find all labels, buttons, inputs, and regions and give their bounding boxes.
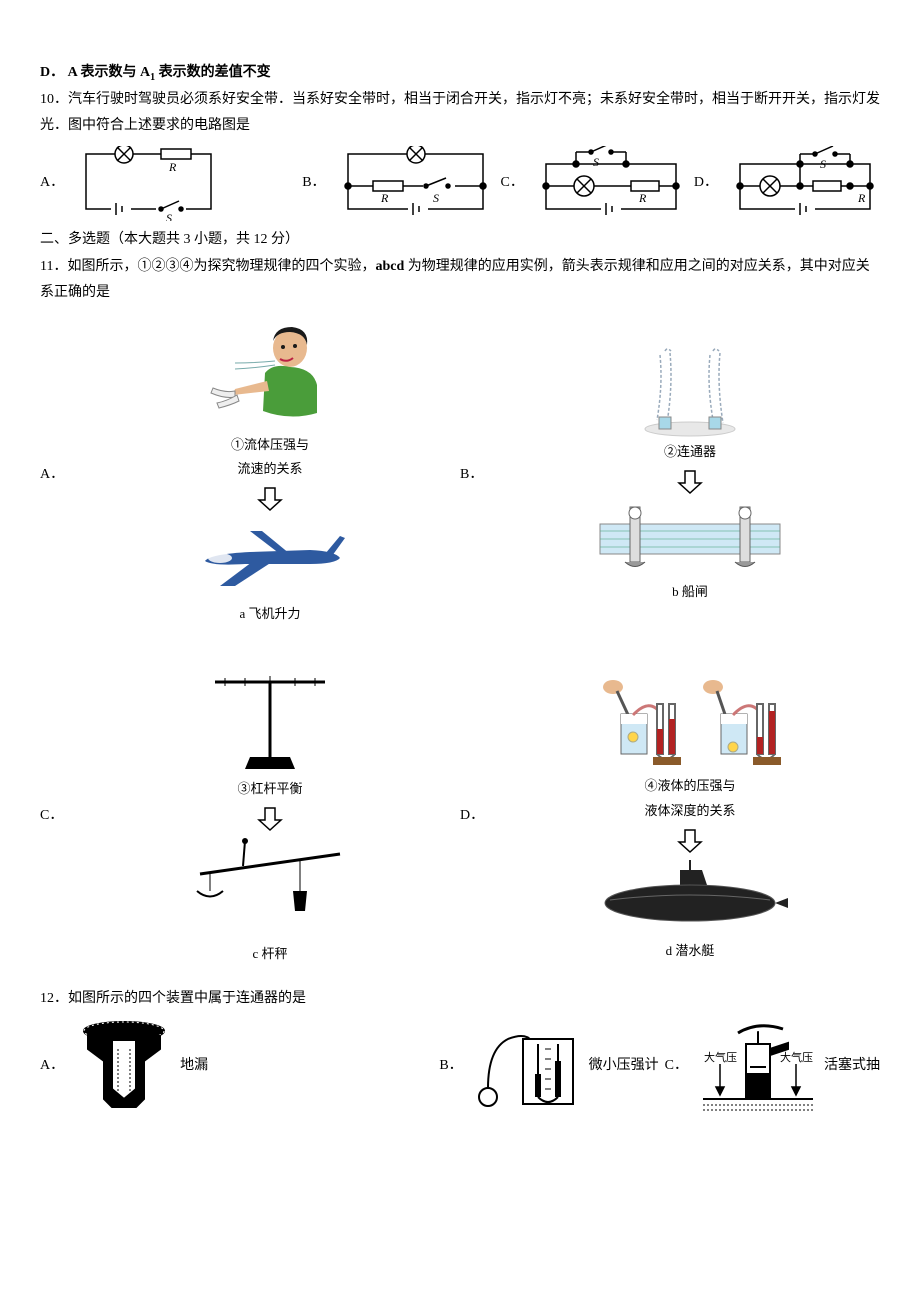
experiment-blowing-icon (195, 323, 345, 433)
q11-options-grid: A． ①流体压强与 流速的关系 (40, 323, 880, 966)
pressure-gauge-icon (473, 1019, 583, 1114)
airplane-icon (190, 516, 350, 596)
q12-num: 12． (40, 991, 68, 1006)
q11-cap-a: a 飞机升力 (80, 602, 460, 627)
submarine-icon (590, 858, 790, 933)
experiment-liquid-pressure-icon (595, 669, 785, 774)
q10-num: 10． (40, 92, 68, 107)
q11-label-c: C． (40, 803, 76, 830)
q11-cap-1a: ①流体压强与 (80, 433, 460, 458)
q10-label-c: C． (501, 170, 524, 197)
arrow-down-icon (675, 469, 705, 495)
q10-label-a: A． (40, 170, 64, 197)
arrow-down-icon (255, 806, 285, 832)
q12-label-c: C． (665, 1053, 688, 1080)
q11-cap-d: d 潜水艇 (500, 939, 880, 964)
q11: 11．如图所示，①②③④为探究物理规律的四个实验，abcd 为物理规律的应用实例… (40, 254, 880, 307)
floor-drain-icon (74, 1019, 174, 1114)
q11-label-a: A． (40, 462, 76, 489)
q11-cell-b: ②连通器 b 船闸 (500, 345, 880, 604)
circuit-b-icon: R S (338, 146, 493, 221)
q11-cap-b: b 船闸 (500, 580, 880, 605)
atm-label-right: 大气压 (780, 1050, 813, 1064)
q11-cell-c: ③杠杆平衡 c 杆秤 (80, 667, 460, 966)
svg-text:S: S (433, 191, 439, 205)
q11-num: 11． (40, 259, 67, 274)
q10-options: A． R S B． (40, 146, 880, 221)
q10-text: 汽车行驶时驾驶员必须系好安全带．当系好安全带时，相当于闭合开关，指示灯不亮；未系… (40, 92, 880, 134)
q12-cap-c: 活塞式抽 (824, 1053, 880, 1080)
svg-text:S: S (166, 211, 172, 221)
q10-label-b: B． (302, 170, 325, 197)
q12-options: A． 地漏 B． 微小压强计 C． (40, 1019, 880, 1114)
steelyard-icon (185, 836, 355, 936)
q12-label-b: B． (439, 1053, 462, 1080)
q11-text-a: 如图所示，①②③④为探究物理规律的四个实验， (67, 259, 375, 274)
q11-label-d: D． (460, 803, 496, 830)
svg-text:S: S (820, 157, 826, 171)
q11-cell-a: ①流体压强与 流速的关系 a 飞机升力 (80, 323, 460, 627)
circuit-c-icon: S R (536, 146, 686, 221)
ship-lock-icon (595, 499, 785, 574)
q11-cap-1b: 流速的关系 (80, 457, 460, 482)
q12-cap-a: 地漏 (180, 1053, 208, 1080)
q12: 12．如图所示的四个装置中属于连通器的是 (40, 986, 880, 1013)
q9-d-text-2: 表示数的差值不变 (155, 65, 271, 80)
svg-text:R: R (168, 160, 177, 174)
svg-text:R: R (380, 191, 389, 205)
q10: 10．汽车行驶时驾驶员必须系好安全带．当系好安全带时，相当于闭合开关，指示灯不亮… (40, 87, 880, 140)
q11-cap-4a: ④液体的压强与 (500, 774, 880, 799)
q12-cap-b: 微小压强计 (589, 1053, 659, 1080)
circuit-a-icon: R S (76, 146, 221, 221)
q9-option-d: D． A 表示数与 A1 表示数的差值不变 (40, 60, 880, 87)
svg-text:S: S (593, 155, 599, 169)
q11-cap-3: ③杠杆平衡 (80, 777, 460, 802)
q11-cap-c: c 杆秤 (80, 942, 460, 967)
atm-label-left: 大气压 (704, 1050, 737, 1064)
svg-text:R: R (857, 191, 866, 205)
experiment-lever-icon (195, 667, 345, 777)
experiment-connected-vessel-icon (625, 345, 755, 440)
arrow-down-icon (675, 828, 705, 854)
q10-label-d: D． (694, 170, 718, 197)
q12-text: 如图所示的四个装置中属于连通器的是 (68, 991, 306, 1006)
piston-pump-icon: 大气压 大气压 (698, 1019, 818, 1114)
q11-cap-4b: 液体深度的关系 (500, 799, 880, 824)
q11-cap-2: ②连通器 (500, 440, 880, 465)
q9-d-text-1: A 表示数与 A (68, 65, 150, 80)
q11-cell-d: ④液体的压强与 液体深度的关系 d 潜水艇 (500, 669, 880, 963)
q12-label-a: A． (40, 1053, 64, 1080)
q11-text-bold: abcd (375, 259, 404, 274)
circuit-d-icon: S R (730, 146, 880, 221)
svg-text:R: R (638, 191, 647, 205)
arrow-down-icon (255, 486, 285, 512)
section-2-heading: 二、多选题（本大题共 3 小题，共 12 分） (40, 227, 880, 254)
q11-label-b: B． (460, 462, 496, 489)
